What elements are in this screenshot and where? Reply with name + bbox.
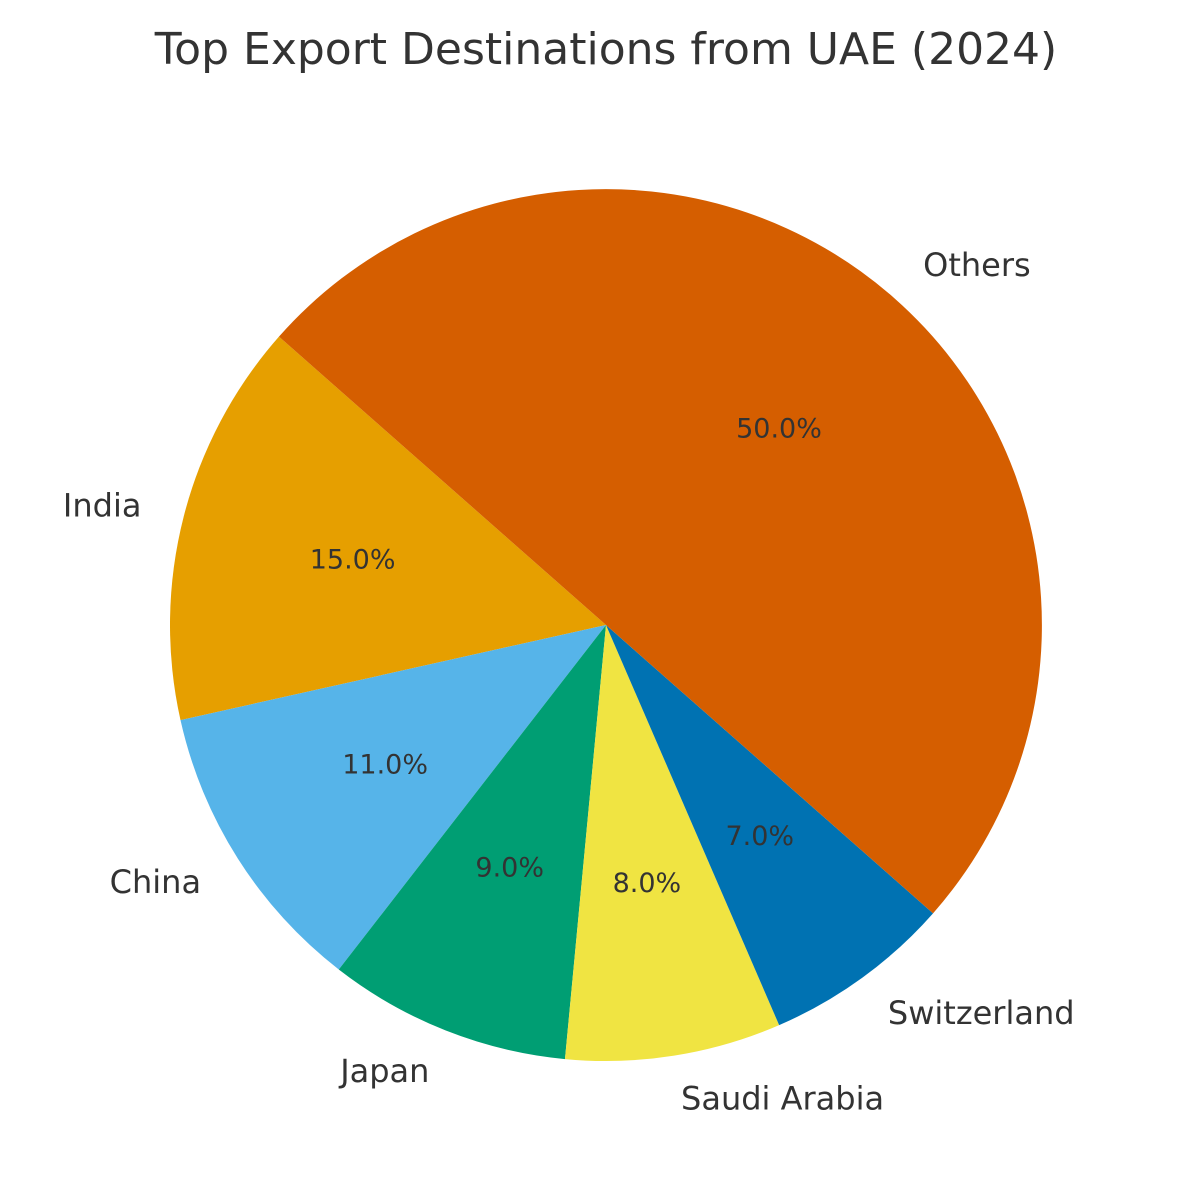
- slice-percent-india: 15.0%: [310, 544, 396, 575]
- pie-slice-others: [278, 189, 1042, 914]
- slice-percent-japan: 9.0%: [475, 853, 544, 884]
- slice-percent-saudi-arabia: 8.0%: [613, 868, 682, 899]
- slice-label-switzerland: Switzerland: [888, 994, 1075, 1032]
- slice-percent-switzerland: 7.0%: [725, 821, 794, 852]
- pie-slice-china: [180, 625, 606, 970]
- slice-percent-china: 11.0%: [342, 750, 428, 781]
- pie-slice-japan: [338, 625, 606, 1060]
- slice-label-saudi-arabia: Saudi Arabia: [681, 1080, 884, 1118]
- chart-title: Top Export Destinations from UAE (2024): [154, 24, 1057, 75]
- slice-label-others: Others: [923, 246, 1031, 284]
- pie-labels: India 15.0% China 11.0% Japan 9.0% Saudi Arabi…: [63, 246, 1075, 1117]
- pie-slice-india: [170, 336, 606, 721]
- slice-label-china: China: [110, 863, 201, 901]
- pie-slices: [170, 189, 1042, 1061]
- slice-percent-others: 50.0%: [736, 413, 822, 444]
- pie-slice-saudi-arabia: [564, 625, 780, 1061]
- pie-slice-switzerland: [606, 625, 934, 1026]
- slice-label-japan: Japan: [338, 1052, 429, 1090]
- slice-label-india: India: [63, 487, 142, 525]
